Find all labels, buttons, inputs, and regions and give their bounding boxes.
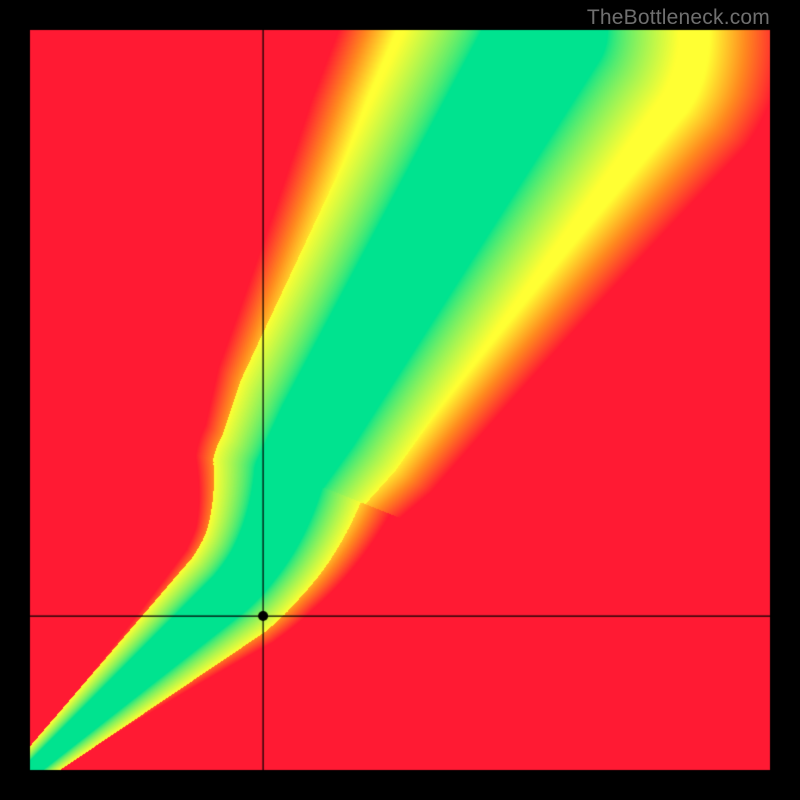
bottleneck-heatmap (0, 0, 800, 800)
attribution-text: TheBottleneck.com (587, 6, 770, 30)
chart-container: { "attribution": "TheBottleneck.com", "c… (0, 0, 800, 800)
